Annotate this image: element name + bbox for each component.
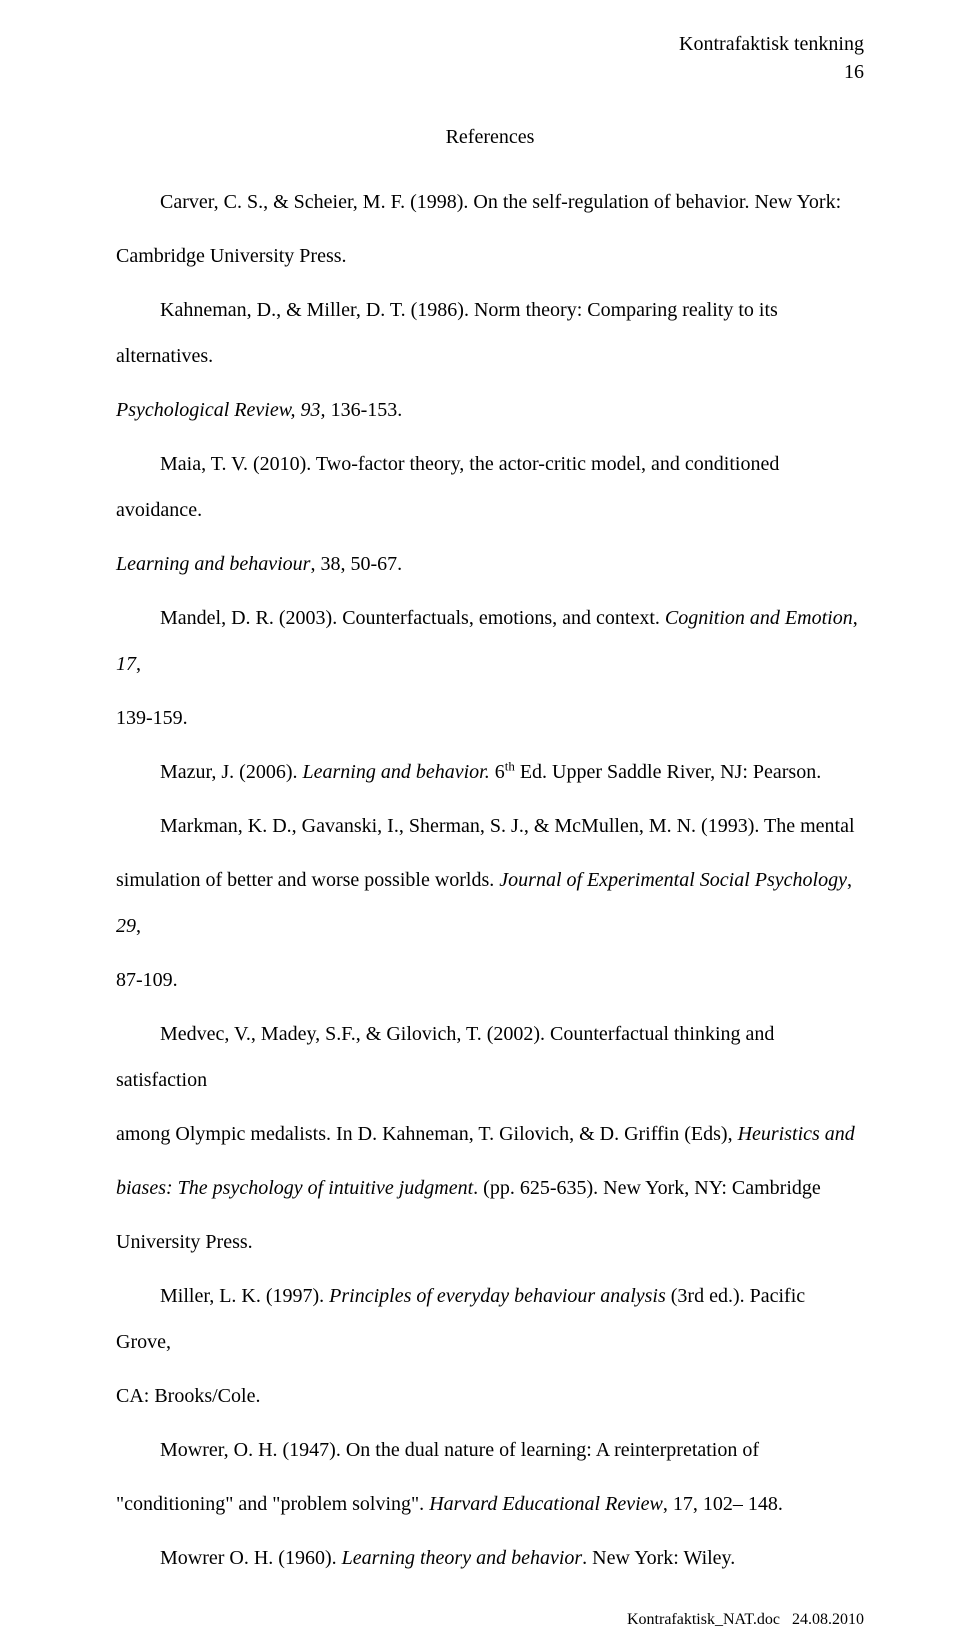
ref-text: 87-109. (116, 969, 178, 991)
ref-text: Miller, L. K. (1997). (160, 1285, 329, 1307)
reference-continuation: simulation of better and worse possible … (116, 857, 864, 949)
ref-text: Markman, K. D., Gavanski, I., Sherman, S… (160, 815, 855, 837)
ref-pages: , 38, 50-67. (310, 553, 402, 575)
reference-continuation: 87-109. (116, 957, 864, 1003)
reference-continuation: biases: The psychology of intuitive judg… (116, 1165, 864, 1211)
reference-continuation: CA: Brooks/Cole. (116, 1373, 864, 1419)
ref-text: Medvec, V., Madey, S.F., & Gilovich, T. … (116, 1023, 774, 1091)
reference-entry: Markman, K. D., Gavanski, I., Sherman, S… (116, 803, 864, 849)
reference-entry: Maia, T. V. (2010). Two-factor theory, t… (116, 441, 864, 533)
ref-title: Heuristics and (738, 1123, 855, 1145)
reference-entry: Mandel, D. R. (2003). Counterfactuals, e… (116, 595, 864, 687)
ref-pages: 136-153. (326, 399, 403, 421)
ref-text: among Olympic medalists. In D. Kahneman,… (116, 1123, 738, 1145)
ref-rest: . New York: Wiley. (582, 1547, 735, 1569)
ref-journal: Psychological Review, 93, (116, 399, 326, 421)
page-number: 16 (116, 58, 864, 86)
ref-comma: , (136, 653, 141, 675)
ref-text: simulation of better and worse possible … (116, 869, 499, 891)
ref-text: Mandel, D. R. (2003). Counterfactuals, e… (160, 607, 665, 629)
ref-text: 139-159. (116, 707, 188, 729)
ref-text: Kahneman, D., & Miller, D. T. (1986). No… (116, 299, 778, 367)
reference-entry: Medvec, V., Madey, S.F., & Gilovich, T. … (116, 1011, 864, 1103)
ref-text: University Press. (116, 1231, 253, 1253)
ref-text: "conditioning" and "problem solving". (116, 1493, 429, 1515)
reference-entry: Mowrer, O. H. (1947). On the dual nature… (116, 1427, 864, 1473)
ref-journal: Cognition and Emotion (665, 607, 853, 629)
footer: Kontrafaktisk_NAT.doc 24.08.2010 (627, 1611, 864, 1629)
reference-entry: Mazur, J. (2006). Learning and behavior.… (116, 749, 864, 795)
footer-date: 24.08.2010 (792, 1611, 864, 1628)
ref-title: Learning theory and behavior (342, 1547, 583, 1569)
ref-journal: Learning and behaviour (116, 553, 310, 575)
ref-journal: Journal of Experimental Social Psycholog… (499, 869, 847, 891)
footer-filename: Kontrafaktisk_NAT.doc (627, 1611, 780, 1628)
ref-volume: 29 (116, 915, 136, 937)
reference-continuation: Cambridge University Press. (116, 233, 864, 279)
reference-entry: Carver, C. S., & Scheier, M. F. (1998). … (116, 179, 864, 225)
ref-text: Mowrer O. H. (1960). (160, 1547, 342, 1569)
ref-comma: , (136, 915, 141, 937)
ref-text: Cambridge University Press. (116, 245, 347, 267)
reference-continuation: Learning and behaviour, 38, 50-67. (116, 541, 864, 587)
reference-entry: Miller, L. K. (1997). Principles of ever… (116, 1273, 864, 1365)
running-header: Kontrafaktisk tenkning 16 (116, 30, 864, 86)
ref-title: Learning and behavior. (303, 761, 490, 783)
reference-continuation: 139-159. (116, 695, 864, 741)
ref-text: CA: Brooks/Cole. (116, 1385, 260, 1407)
section-title: References (116, 126, 864, 149)
reference-continuation: University Press. (116, 1219, 864, 1265)
ref-text: Mazur, J. (2006). (160, 761, 303, 783)
running-head-text: Kontrafaktisk tenkning (679, 33, 864, 55)
reference-continuation: Psychological Review, 93, 136-153. (116, 387, 864, 433)
ref-title: biases: The psychology of intuitive judg… (116, 1177, 473, 1199)
ref-sep: , (853, 607, 858, 629)
ref-ed-suffix: th (505, 758, 515, 773)
reference-continuation: "conditioning" and "problem solving". Ha… (116, 1481, 864, 1527)
ref-text: Carver, C. S., & Scheier, M. F. (1998). … (160, 191, 841, 213)
reference-entry: Kahneman, D., & Miller, D. T. (1986). No… (116, 287, 864, 379)
ref-sep: , (847, 869, 852, 891)
ref-text: Maia, T. V. (2010). Two-factor theory, t… (116, 453, 779, 521)
ref-text: Mowrer, O. H. (1947). On the dual nature… (160, 1439, 759, 1461)
ref-rest: . (pp. 625-635). New York, NY: Cambridge (473, 1177, 821, 1199)
ref-rest: Ed. Upper Saddle River, NJ: Pearson. (515, 761, 821, 783)
ref-ed-prefix: 6 (490, 761, 505, 783)
ref-journal: Harvard Educational Review (429, 1493, 663, 1515)
ref-rest: , 17, 102– 148. (663, 1493, 783, 1515)
reference-continuation: among Olympic medalists. In D. Kahneman,… (116, 1111, 864, 1157)
reference-entry: Mowrer O. H. (1960). Learning theory and… (116, 1535, 864, 1581)
ref-volume: 17 (116, 653, 136, 675)
ref-title: Principles of everyday behaviour analysi… (329, 1285, 666, 1307)
